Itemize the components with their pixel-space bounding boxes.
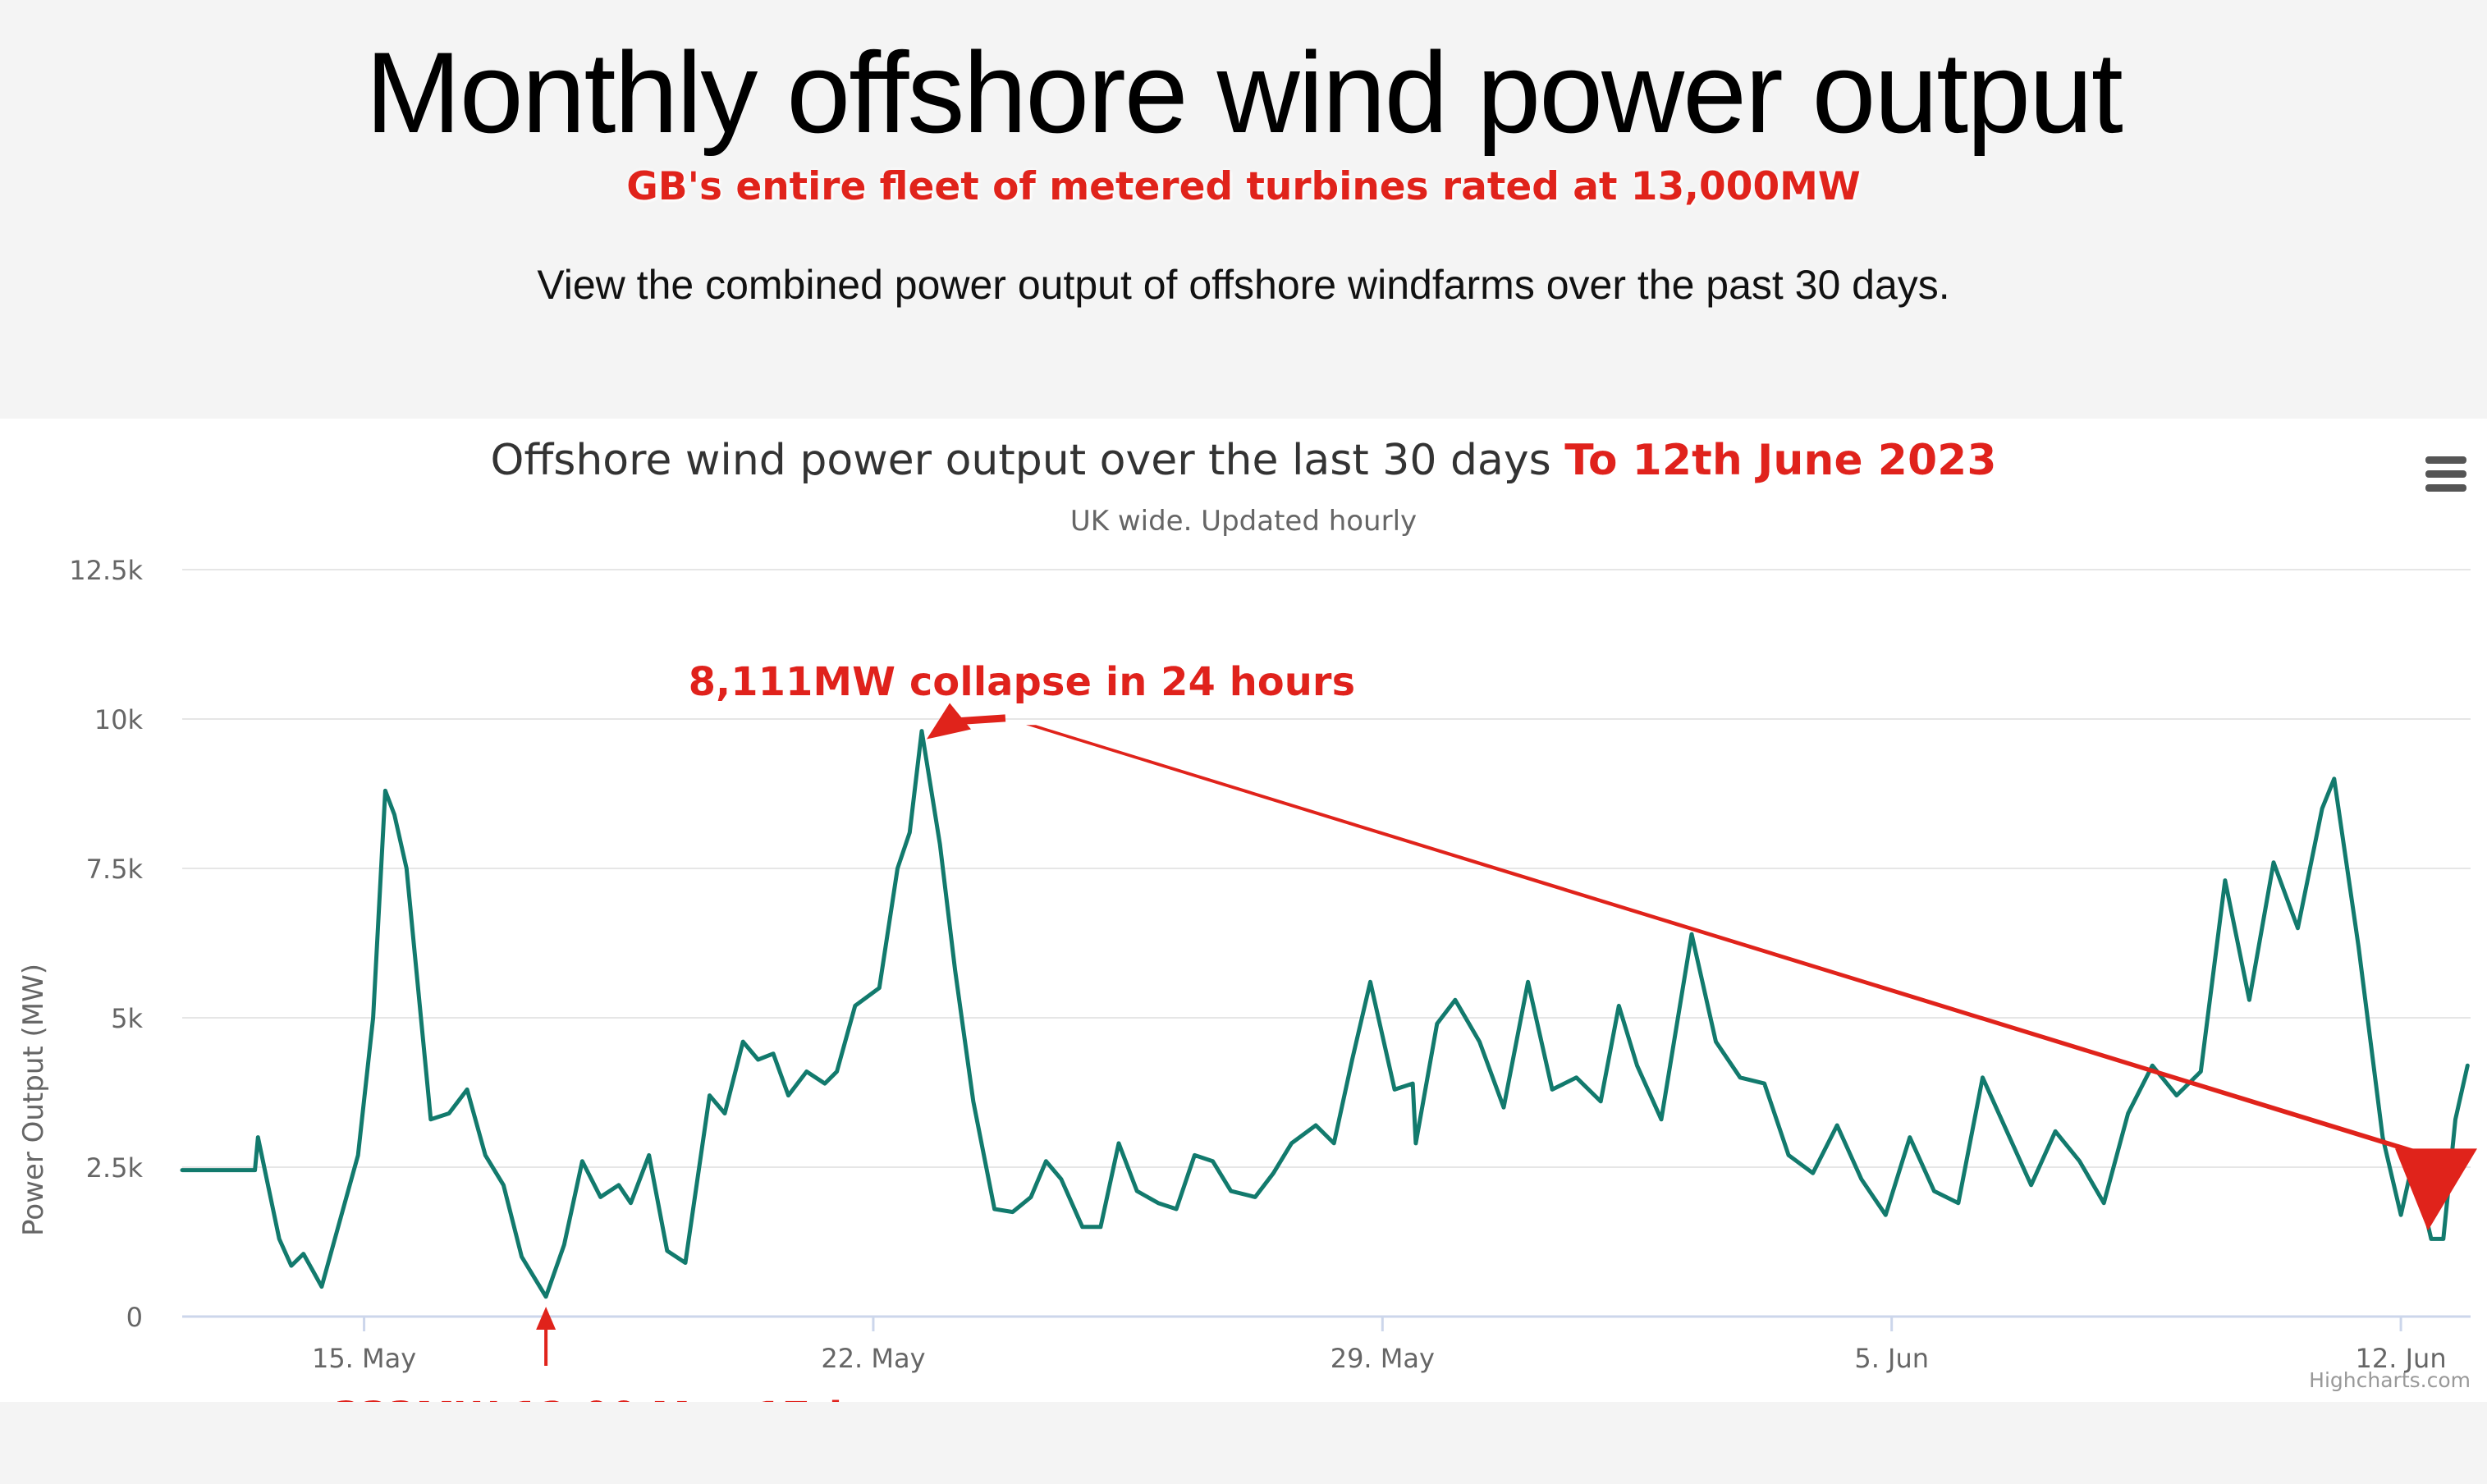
y-tick-label: 7.5k	[86, 854, 144, 885]
x-tick-label: 5. Jun	[1854, 1343, 1929, 1374]
x-axis: 15. May 22. May 29. May 5. Jun 12. Jun	[312, 1317, 2447, 1374]
x-tick-label: 22. May	[821, 1343, 925, 1374]
chart-subtitle: UK wide. Updated hourly	[1070, 505, 1417, 538]
hamburger-menu-icon[interactable]	[2420, 451, 2472, 497]
y-axis: 0 2.5k 5k 7.5k 10k 12.5k	[69, 555, 143, 1333]
page-intro: View the combined power output of offsho…	[537, 262, 1950, 308]
y-tick-label: 5k	[111, 1003, 143, 1034]
credits-link[interactable]: Highcharts.com	[2309, 1368, 2471, 1392]
x-tick-label: 15. May	[312, 1343, 416, 1374]
y-tick-label: 0	[126, 1302, 143, 1333]
annotation-arrow-peak	[959, 714, 1006, 726]
x-tick-label: 29. May	[1331, 1343, 1435, 1374]
chart-panel: Offshore wind power output over the last…	[0, 419, 2487, 1402]
annotations: 8,111MW collapse in 24 hours 333MW 12:00 …	[333, 659, 2477, 1402]
chart-title: Offshore wind power output over the last…	[490, 436, 1996, 485]
annotation-collapse-label: 8,111MW collapse in 24 hours	[689, 659, 1356, 705]
annotation-arrowhead-peak	[927, 703, 972, 740]
y-axis-label: Power Output (MW)	[17, 964, 50, 1236]
chart-title-main: Offshore wind power output over the last…	[490, 436, 1550, 485]
chart: Offshore wind power output over the last…	[17, 436, 2477, 1402]
page-title: Monthly offshore wind power output	[365, 28, 2123, 157]
x-tick-label: 12. Jun	[2356, 1343, 2447, 1374]
y-tick-label: 12.5k	[69, 555, 143, 586]
y-tick-label: 2.5k	[86, 1152, 144, 1184]
annotation-arrowhead-collapse	[2394, 1148, 2477, 1231]
annotation-arrow-collapse-shaft	[1026, 725, 2439, 1157]
chart-title-suffix: To 12th June 2023	[1564, 436, 1996, 485]
series-line[interactable]	[180, 729, 2470, 1299]
page-subtitle: GB's entire fleet of metered turbines ra…	[626, 164, 1861, 209]
annotation-arrowhead-min	[536, 1307, 556, 1330]
annotation-min-label: 333MW 12:00 May 17th	[333, 1394, 857, 1402]
y-tick-label: 10k	[94, 704, 144, 735]
grid-lines	[182, 569, 2471, 1318]
